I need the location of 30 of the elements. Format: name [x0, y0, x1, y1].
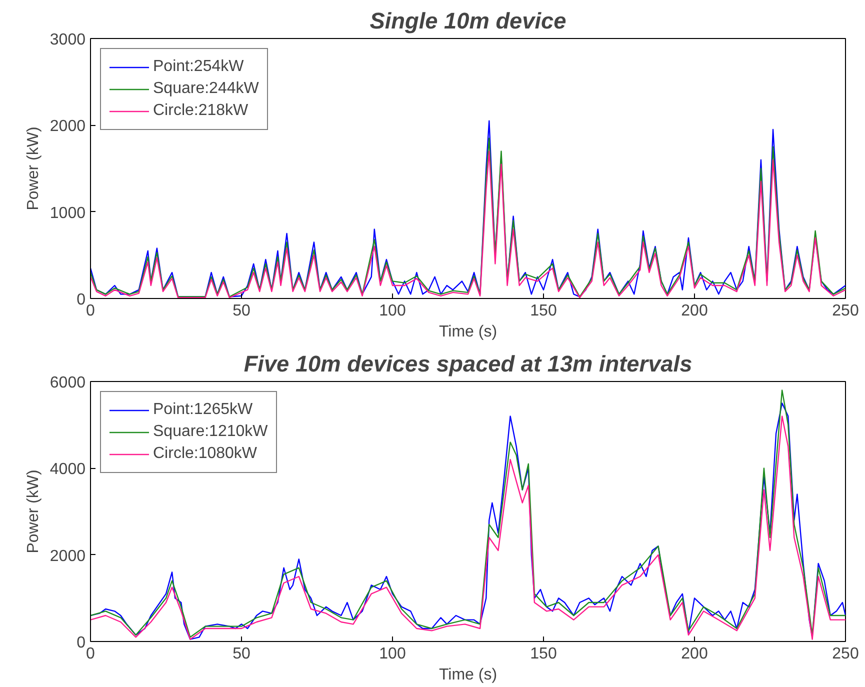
x-tick-label: 100 [379, 646, 406, 662]
y-tick-label: 1000 [50, 204, 86, 222]
x-axis-title: Time (s) [438, 666, 498, 684]
x-tick-label: 50 [232, 302, 250, 320]
x-tick-label: 150 [530, 302, 557, 320]
y-tick-label: 6000 [50, 374, 86, 392]
y-tick-label: 0 [76, 292, 86, 308]
legend-label: Square:244kW [153, 80, 259, 98]
y-tick-label: 0 [76, 634, 86, 652]
x-tick-label: 250 [832, 646, 859, 662]
legend-label: Point:1265kW [153, 401, 253, 419]
x-tick-label: 200 [681, 646, 708, 662]
x-tick-label: 200 [681, 302, 708, 320]
x-tick-label: 50 [232, 646, 250, 662]
y-tick-label: 2000 [50, 118, 86, 136]
x-tick-label: 250 [832, 302, 859, 320]
y-tick-label: 4000 [50, 461, 86, 478]
legend-label: Square:1210kW [153, 423, 268, 441]
chart-title: Single 10m device [370, 8, 566, 34]
legend-label: Point:254kW [153, 58, 244, 76]
y-axis-title: Power (kW) [24, 126, 42, 210]
y-axis-title: Power (kW) [24, 470, 42, 554]
x-axis-title: Time (s) [438, 324, 498, 340]
y-tick-label: 3000 [50, 32, 86, 48]
chart-title: Five 10m devices spaced at 13m intervals [244, 350, 692, 376]
legend-label: Circle:218kW [153, 102, 248, 120]
y-tick-label: 2000 [50, 548, 86, 565]
x-tick-label: 100 [379, 302, 406, 320]
legend-label: Circle:1080kW [153, 445, 258, 463]
x-tick-label: 150 [530, 646, 557, 662]
